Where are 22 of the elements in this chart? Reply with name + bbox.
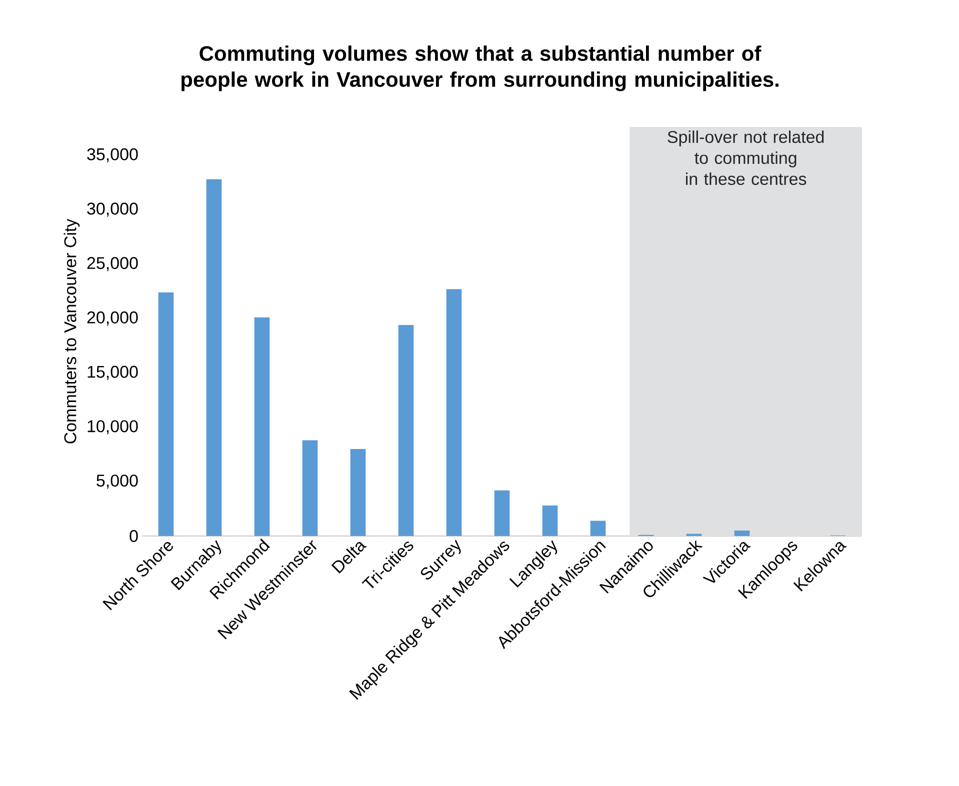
y-tick-label: 0 (130, 530, 138, 542)
bar (158, 292, 174, 536)
y-tick-label: 20,000 (87, 311, 138, 326)
bar (254, 317, 270, 536)
bar (446, 289, 462, 536)
band-label: Spill-over not related to commuting in these centres (668, 130, 824, 186)
bar (590, 520, 606, 536)
y-tick-label: 10,000 (88, 420, 138, 434)
bar (350, 448, 366, 536)
y-tick-label: 35,000 (87, 148, 138, 162)
bar (398, 324, 414, 536)
y-axis-title: Commuters to Vancouver City (64, 218, 80, 444)
y-tick-label: 15,000 (88, 366, 138, 380)
y-tick-label: 5,000 (96, 474, 138, 489)
bar (494, 490, 510, 536)
bar (206, 179, 222, 536)
y-tick-label: 25,000 (87, 257, 138, 272)
bar (542, 506, 558, 536)
bar (734, 530, 750, 536)
bar (302, 440, 318, 536)
chart-title: Commuting volumes show that a substantial number of people work in Vancouver from surrounding municipalities. (182, 46, 778, 92)
y-tick-label: 30,000 (87, 202, 138, 217)
